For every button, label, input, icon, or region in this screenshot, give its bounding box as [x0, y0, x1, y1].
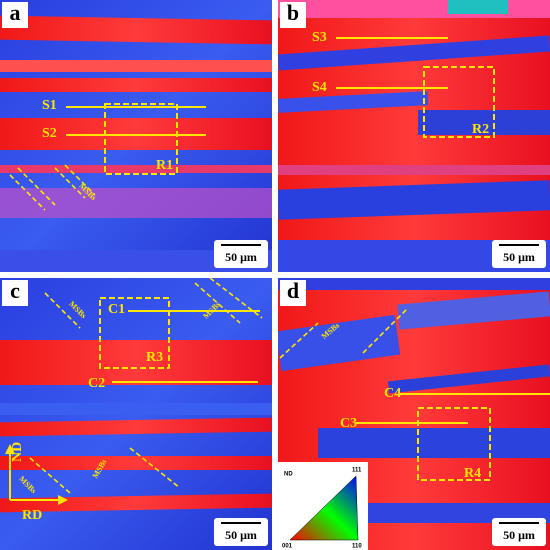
label: S2	[42, 126, 57, 141]
scale-bar: 50 μm	[225, 250, 257, 264]
panel-letter: a	[10, 0, 21, 25]
label: C1	[108, 302, 125, 317]
legend-corner: 110	[352, 544, 362, 550]
scale-bar: 50 μm	[503, 250, 535, 264]
label: C2	[88, 376, 105, 391]
legend-corner: 001	[282, 544, 293, 550]
label: ND	[10, 442, 25, 462]
panel-letter: c	[10, 278, 20, 303]
panel-letter: b	[287, 0, 299, 25]
panel-letter: d	[287, 278, 299, 303]
label: R3	[146, 350, 163, 365]
scale-bar: 50 μm	[225, 528, 257, 542]
ipf-legend: ND 111 001 110	[278, 462, 368, 550]
label: R4	[464, 466, 481, 481]
panel-a: S1 S2 R1 MSBs a 50 μm	[0, 0, 272, 272]
label: C3	[340, 416, 357, 431]
label: R1	[156, 158, 173, 173]
scale-bar: 50 μm	[503, 528, 535, 542]
panel-d: MSBs C4 C3 R4 ND 111 001 110 d 50 μm	[278, 278, 550, 550]
panel-b: S3 S4 R2 b 50 μm	[278, 0, 550, 272]
letter-box	[2, 2, 28, 28]
label: S1	[42, 98, 57, 113]
label: R2	[472, 122, 489, 137]
label: C4	[384, 386, 401, 401]
label: S4	[312, 80, 327, 95]
panel-c: C1 R3 C2 MSBs MSBs ND RD MSBs MSBs c 50 …	[0, 278, 272, 550]
legend-corner: 111	[352, 468, 362, 474]
label: S3	[312, 30, 327, 45]
label: RD	[22, 508, 42, 523]
legend-title: ND	[284, 472, 293, 478]
